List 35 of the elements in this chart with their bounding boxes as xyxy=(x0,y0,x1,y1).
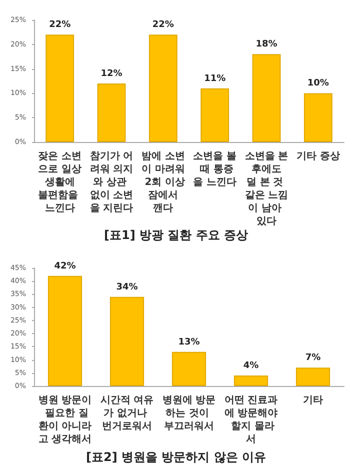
bar xyxy=(110,296,144,386)
data-label: 18% xyxy=(256,40,278,50)
data-label: 10% xyxy=(307,78,329,89)
x-tick-label: 병원에 방문하는 것이 부끄러워서 xyxy=(162,395,216,432)
x-tick-label: 어떤 진료과에 방문해야 할지 몰라서 xyxy=(224,395,278,445)
data-label: 22% xyxy=(49,20,71,30)
x-tick-label: 밤에 소변이 마려워 2회 이상 잠에서 깬다 xyxy=(141,151,186,214)
bar xyxy=(252,54,281,142)
data-label: 13% xyxy=(178,337,200,348)
x-tick-label: 소변을 본 후에도 덜 본 것 같은 느낌이 남아 있다 xyxy=(244,151,288,227)
bar xyxy=(97,83,126,142)
x-tick-label: 기타 xyxy=(303,395,323,406)
data-label: 7% xyxy=(305,353,321,364)
data-label: 12% xyxy=(100,68,122,79)
data-label: 11% xyxy=(204,74,226,84)
text: [표2] 병원을 방문하지 않은 이유 xyxy=(86,450,266,464)
bar xyxy=(148,34,178,142)
bar xyxy=(304,93,332,142)
data-label: 4% xyxy=(243,361,259,372)
data-label: 34% xyxy=(116,282,138,292)
x-tick-label: 참기가 어려워 의지와 상관 없이 소변을 지린다 xyxy=(90,151,134,214)
bar xyxy=(48,276,82,386)
x-tick-label: 기타 증상 xyxy=(296,151,340,162)
bar xyxy=(172,352,206,386)
x-tick-label: 소변을 볼 때 통증을 느낀다 xyxy=(193,151,237,188)
x-tick-label: 잦은 소변으로 일상 생활에 불편함을 느낀다 xyxy=(38,151,82,214)
text: [표1] 방광 질환 주요 증상 xyxy=(104,228,248,242)
data-label: 22% xyxy=(152,20,174,30)
bar xyxy=(296,368,330,386)
bar xyxy=(234,376,268,386)
x-tick-label: 시간적 여유가 없거나 번거로워서 xyxy=(100,395,154,432)
x-tick-label: 병원 방문이 필요한 질환이 아니라고 생각해서 xyxy=(38,395,92,445)
data-label: 42% xyxy=(54,261,76,272)
bar xyxy=(200,88,230,142)
bar xyxy=(46,34,74,142)
